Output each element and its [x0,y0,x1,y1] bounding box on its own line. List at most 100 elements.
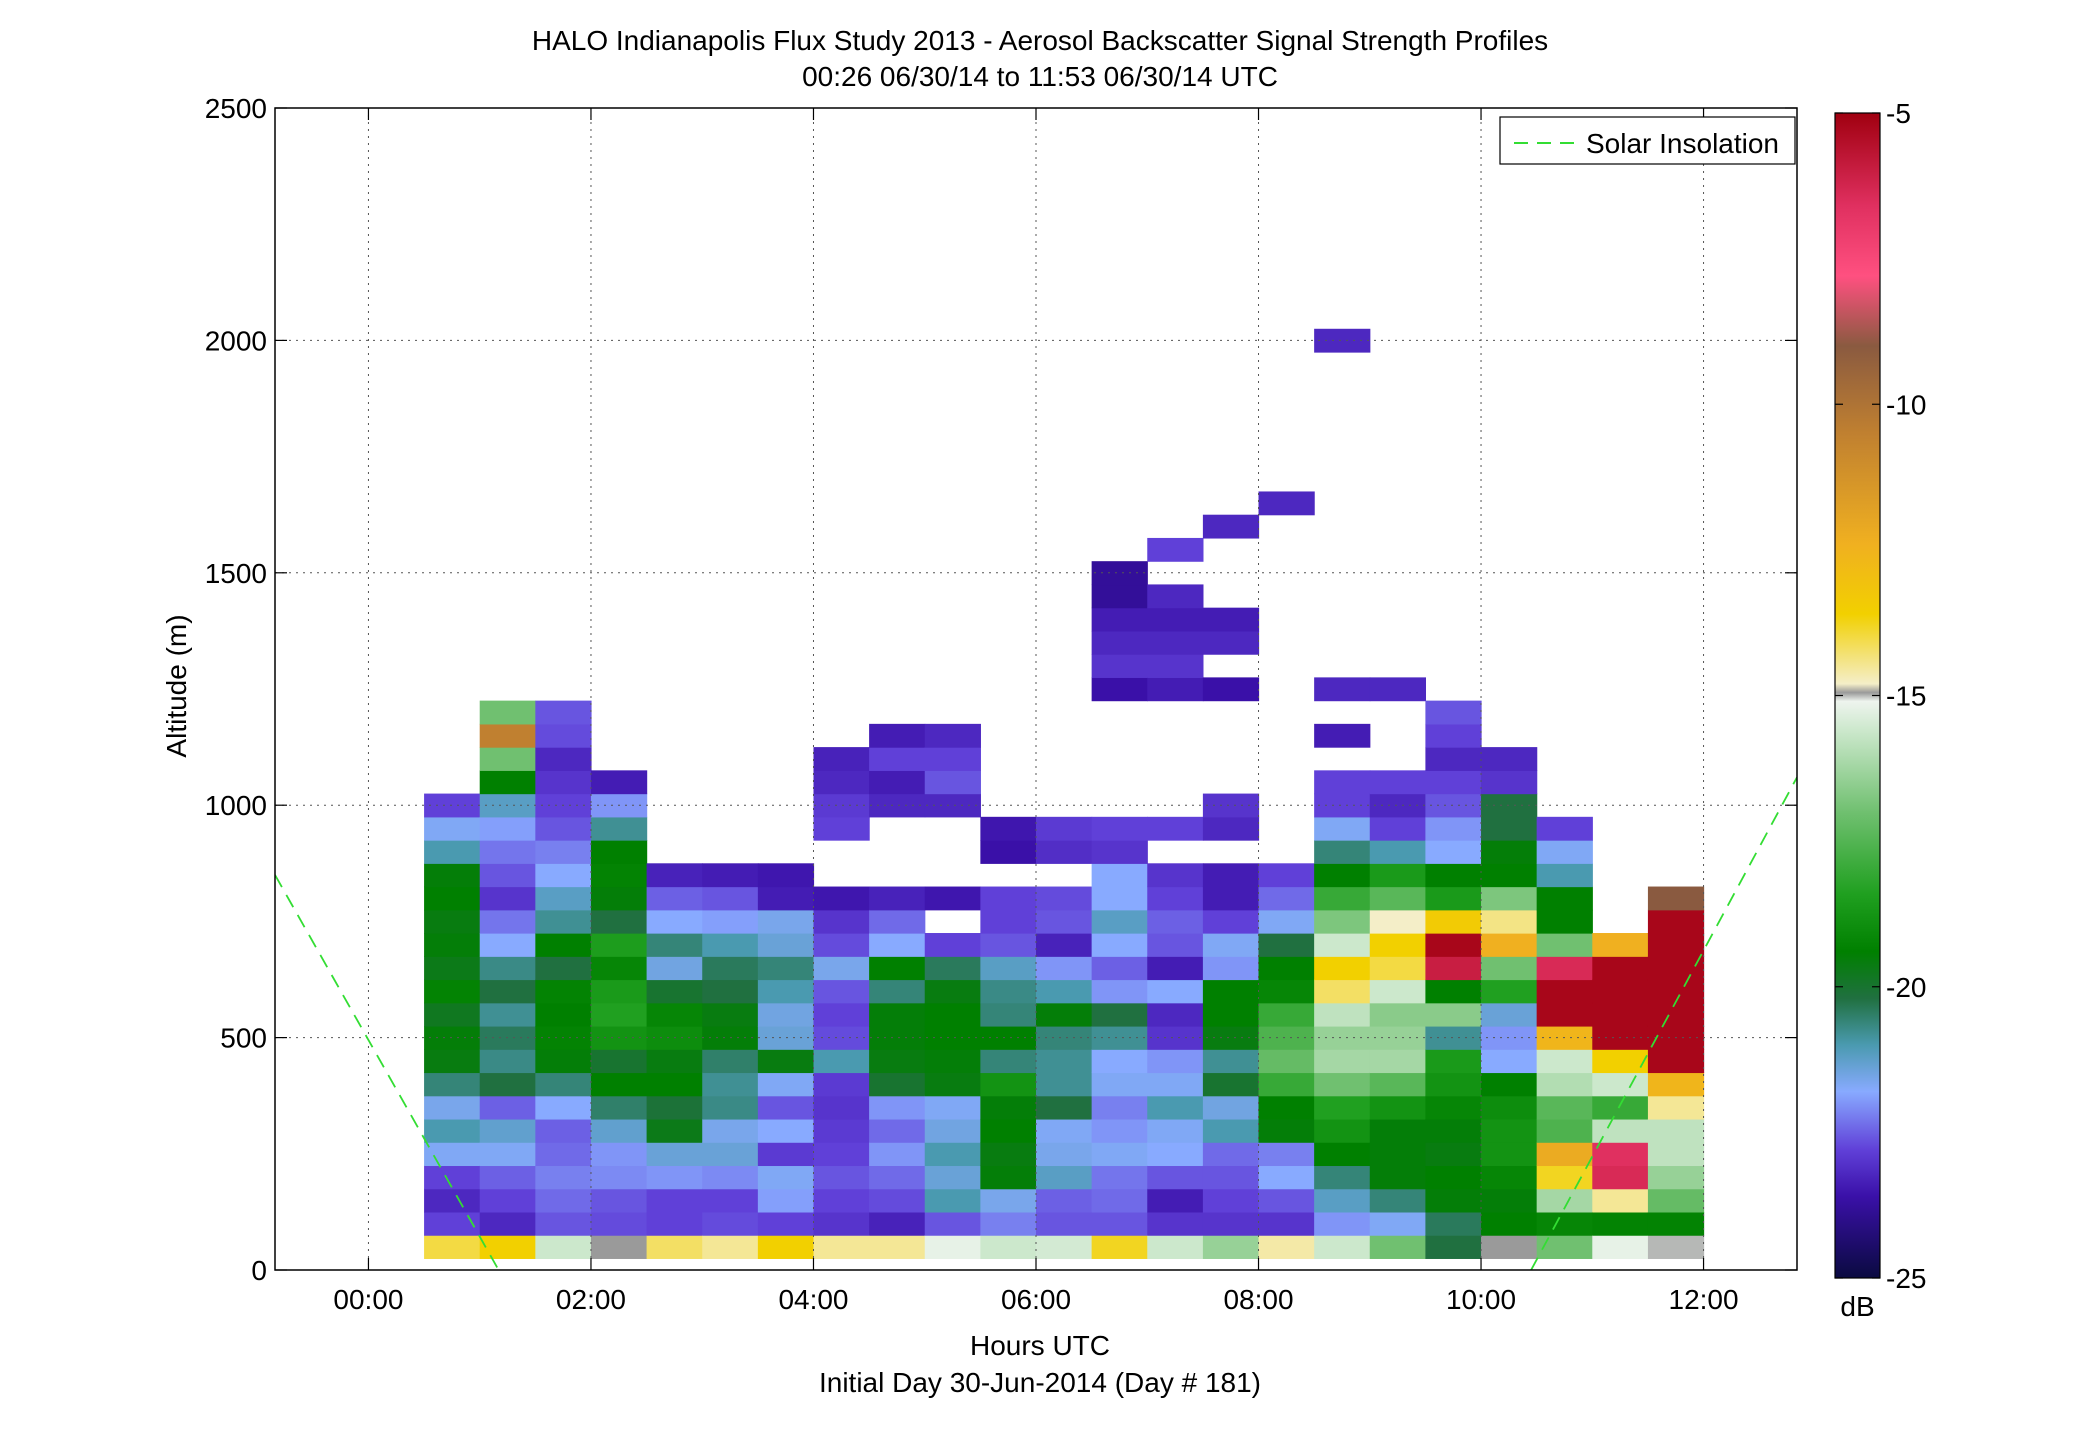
heatmap-cell-c13-b11 [1147,979,1204,1004]
heatmap-cell-c13-b4 [1147,1142,1204,1167]
heatmap-cell-c0-b3 [424,1165,481,1190]
heatmap-cell-c15-b4 [1258,1142,1315,1167]
heatmap-cell-c3-b5 [590,1118,648,1143]
heatmap-cell-c10-b9 [980,1025,1037,1050]
heatmap-cell-c0-b18 [424,816,481,841]
heatmap-cell-c13-b20 [1147,630,1204,655]
heatmap-cell-c21-b10 [1592,1002,1649,1027]
heatmap-cell-c15-b14 [1258,909,1315,934]
heatmap-cell-c2-b11 [535,979,592,1004]
heatmap-cell-c18-b16 [1425,863,1482,888]
heatmap-cell-c12-b20 [1091,654,1148,678]
colorbar-ticks: -5 -10 -15 -20 -25 [1835,98,1926,1294]
heatmap-cell-c4-b5 [646,1118,703,1143]
heatmap-cell-c8-b0 [869,1235,926,1259]
heatmap-cell-c14-b13 [1202,933,1260,957]
heatmap-cell-c18-b2 [1425,1188,1482,1213]
heatmap-cell-c7-b16 [813,816,870,841]
colorbar-tick-label-3: -20 [1886,972,1926,1003]
heatmap-cell-c14-b18 [1202,793,1260,818]
heatmap-cell-c20-b13 [1536,933,1593,957]
heatmap-cell-c17-b13 [1369,933,1426,957]
heatmap-cell-c4-b12 [646,956,703,981]
heatmap-cell-c22-b10 [1647,1002,1705,1027]
heatmap-cell-c20-b16 [1536,863,1593,888]
heatmap-cell-c21-b2 [1592,1188,1649,1213]
heatmap-cell-c16-b15 [1314,886,1371,911]
heatmap-cell-c12-b23 [1091,584,1148,609]
heatmap-cell-c13-b6 [1147,1095,1204,1120]
heatmap-cell-c8-b14 [869,909,926,934]
heatmap-cell-c8-b12 [869,956,926,981]
heatmap-cell-c1-b18 [479,816,536,841]
heatmap-cell-c16-b16 [1314,863,1371,888]
heatmap-cell-c4-b6 [646,1095,703,1120]
heatmap-cell-c0-b14 [424,909,481,934]
heatmap-cell-c17-b21 [1369,677,1426,702]
heatmap-cell-c12-b16 [1091,863,1148,888]
heatmap-cell-c17-b18 [1369,816,1426,841]
heatmap-cell-c5-b15 [702,886,759,911]
heatmap-cell-c2-b17 [535,840,592,864]
heatmap-cell-c11-b17 [1036,816,1093,841]
heatmap-cell-c19-b10 [1481,1002,1538,1027]
heatmap-cell-c18-b12 [1425,956,1482,981]
heatmap-cell-c11-b15 [1036,886,1093,911]
heatmap-cell-c19-b6 [1481,1095,1538,1120]
heatmap-cell-c7-b7 [813,1072,870,1097]
heatmap-cell-c10-b14 [980,909,1037,934]
heatmap-cell-c10-b3 [980,1165,1037,1190]
heatmap-cell-c2-b10 [535,1002,592,1027]
heatmap-cell-c6-b11 [757,979,815,1004]
heatmap-cell-c2-b22 [535,723,592,748]
heatmap-cell-c15-b16 [1258,863,1315,888]
heatmap-cell-c3-b13 [590,933,648,957]
heatmap-cell-c17-b2 [1369,1188,1426,1213]
heatmap-cell-c11-b16 [1036,840,1093,864]
heatmap-cell-c5-b5 [702,1118,759,1143]
heatmap-cell-c3-b4 [590,1142,648,1167]
heatmap-cell-c0-b10 [424,1002,481,1027]
heatmap-cell-c11-b13 [1036,933,1093,957]
heatmap-cell-c13-b10 [1147,1002,1204,1027]
heatmap-cell-c1-b5 [479,1118,536,1143]
heatmap-cell-c0-b16 [424,863,481,888]
heatmap-cell-c3-b2 [590,1188,648,1213]
heatmap-cell-c16-b5 [1314,1118,1371,1143]
heatmap-cell-c22-b5 [1647,1118,1705,1143]
heatmap-cell-c13-b12 [1147,956,1204,981]
heatmap-cell-c20-b4 [1536,1142,1593,1167]
y-tick-label-4: 2000 [205,325,267,356]
heatmap-cell-c2-b4 [535,1142,592,1167]
heatmap-cell-c19-b7 [1481,1072,1538,1097]
heatmap-cell-c13-b15 [1147,886,1204,911]
heatmap-cell-c16-b23 [1314,328,1371,353]
heatmap-cell-c8-b8 [869,1049,926,1074]
heatmap-cell-c3-b18 [590,816,648,841]
heatmap-cell-c0-b17 [424,840,481,864]
heatmap-cell-c5-b16 [702,863,759,888]
heatmap-cell-c13-b3 [1147,1165,1204,1190]
heatmap-cell-c14-b22 [1202,514,1260,539]
heatmap-cell-c15-b0 [1258,1235,1315,1259]
chart-title: HALO Indianapolis Flux Study 2013 - Aero… [532,25,1548,56]
heatmap-cell-c6-b9 [757,1025,815,1050]
heatmap-cell-c18-b7 [1425,1072,1482,1097]
heatmap-cell-c4-b14 [646,909,703,934]
heatmap-cell-c5-b10 [702,1002,759,1027]
heatmap-cell-c2-b8 [535,1049,592,1074]
heatmap-cell-c6-b12 [757,956,815,981]
heatmap-cell-c10-b7 [980,1072,1037,1097]
heatmap-cell-c16-b4 [1314,1142,1371,1167]
legend-label-solar-insolation: Solar Insolation [1586,128,1779,159]
heatmap-cell-c9-b1 [924,1211,981,1236]
heatmap-cell-c19-b9 [1481,1025,1538,1050]
heatmap-cell-c8-b3 [869,1165,926,1190]
heatmap-cell-c14-b1 [1202,1211,1260,1236]
heatmap-cell-c1-b7 [479,1072,536,1097]
heatmap-cell-c6-b1 [757,1211,815,1236]
heatmap-cell-c12-b21 [1091,630,1148,655]
heatmap-cell-c15-b2 [1258,1188,1315,1213]
heatmap-cell-c10-b17 [980,816,1037,841]
heatmap-cell-c18-b19 [1425,793,1482,818]
